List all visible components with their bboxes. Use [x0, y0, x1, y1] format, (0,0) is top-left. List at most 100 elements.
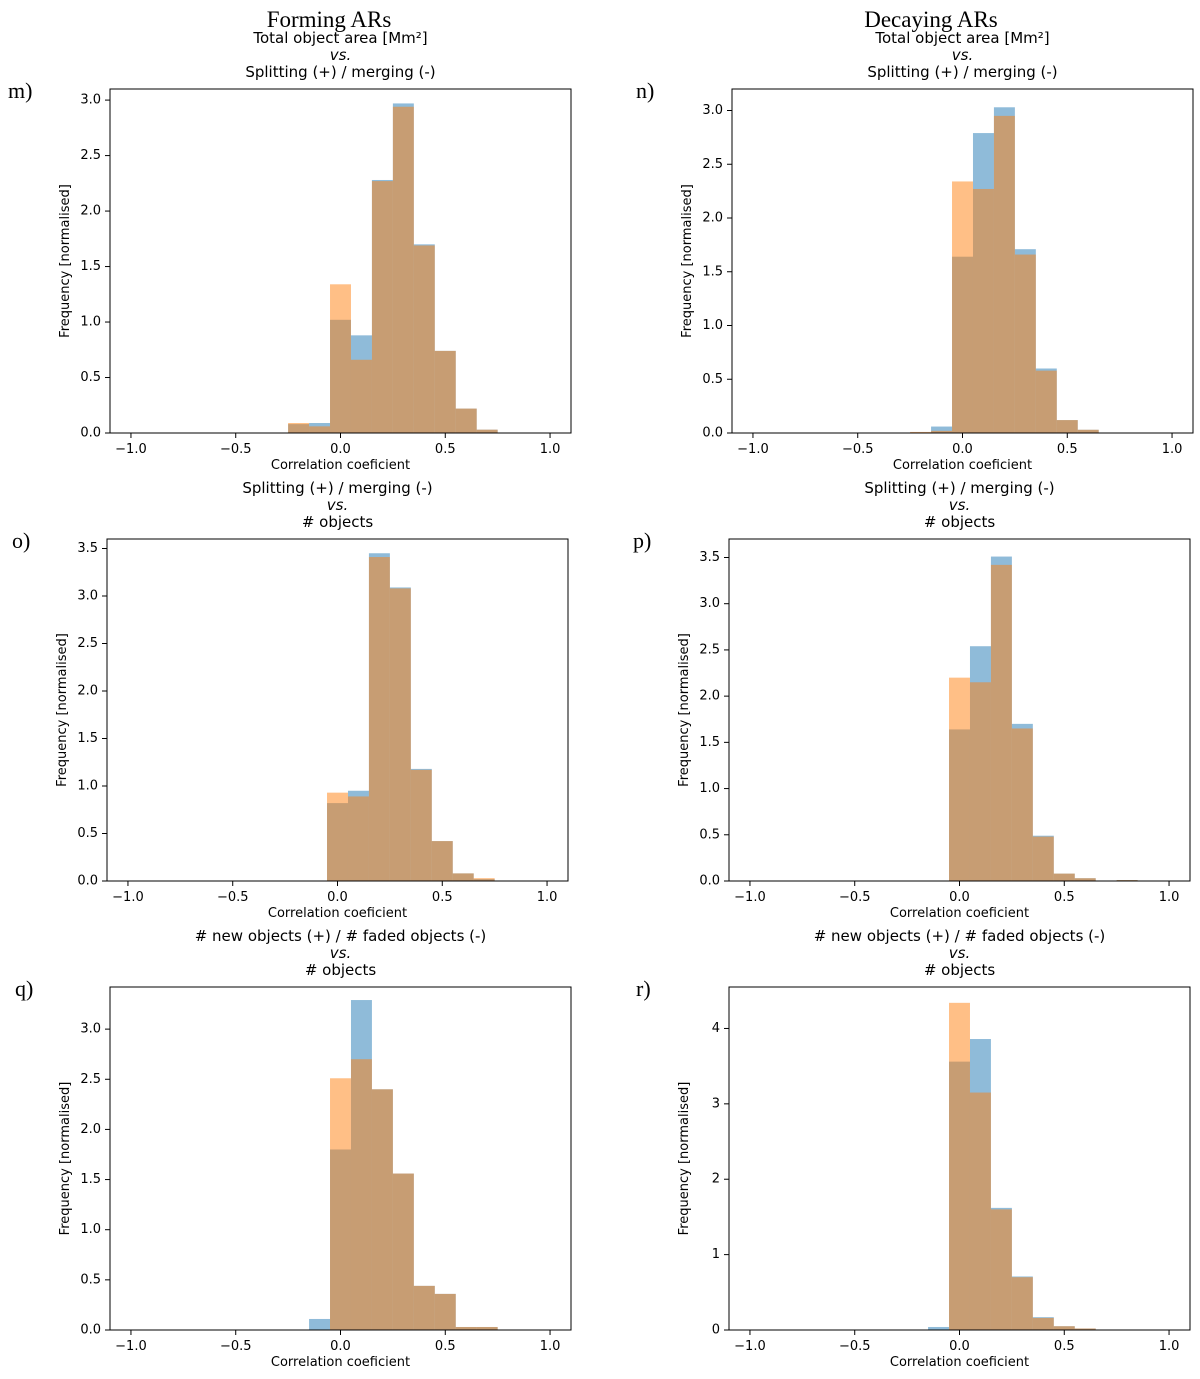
panels-container: m)Total object area [Mm²]vs.Splitting (+… [8, 29, 1194, 1370]
chart-title-line-3: Splitting (+) / merging (-) [245, 63, 435, 81]
chart-title-line-3: # objects [305, 961, 377, 979]
x-tick-label: −1.0 [737, 442, 769, 457]
bar-orange-bin-0 [288, 423, 310, 433]
bar-orange-bin-0 [949, 677, 970, 881]
x-tick-label: −1.0 [115, 442, 147, 457]
bar-orange-bin-5 [392, 106, 414, 433]
y-tick-label: 1.5 [80, 259, 101, 274]
bar-orange-bin-3 [972, 188, 994, 433]
bar-orange-bin-5 [1053, 873, 1075, 881]
y-tick-label: 2 [712, 1172, 720, 1187]
bar-orange-bin-2 [952, 181, 973, 433]
y-tick-label: 2.5 [699, 642, 720, 657]
y-tick-label: 1.0 [702, 318, 723, 333]
chart-title-line-3: # objects [924, 513, 996, 531]
bar-orange-bin-9 [476, 429, 498, 433]
y-tick-label: 3.0 [702, 103, 723, 118]
y-tick-label: 2.5 [702, 157, 723, 172]
y-tick-label: 1.5 [702, 264, 723, 279]
bars-group [327, 553, 495, 881]
y-tick-label: 1.5 [80, 1172, 101, 1187]
panel-label: q) [15, 976, 33, 1001]
bar-orange-bin-5 [413, 1285, 435, 1330]
bar-orange-bin-4 [993, 115, 1015, 434]
x-axis-label: Correlation coeficient [893, 458, 1032, 473]
bar-orange-bin-3 [389, 588, 411, 881]
chart-title-line-2: vs. [327, 496, 348, 514]
x-tick-label: 0.5 [435, 442, 456, 457]
y-tick-label: 0.5 [80, 1272, 101, 1287]
bars-group [309, 1000, 498, 1330]
bar-orange-bin-3 [371, 1089, 393, 1330]
y-tick-label: 3.0 [699, 596, 720, 611]
y-tick-label: 0.5 [80, 370, 101, 385]
bar-orange-bin-4 [371, 181, 393, 433]
bar-orange-bin-4 [410, 769, 432, 881]
x-tick-label: −0.5 [839, 1339, 871, 1354]
x-tick-label: 0.5 [432, 890, 453, 905]
bar-orange-bin-6 [434, 1293, 456, 1330]
bar-orange-bin-2 [368, 557, 390, 881]
chart-title-line-2: vs. [949, 496, 970, 514]
bar-orange-bin-4 [392, 1173, 414, 1330]
column-title-forming: Forming ARs [267, 7, 392, 32]
bar-orange-bin-1 [309, 426, 331, 433]
x-tick-label: 0.0 [330, 442, 351, 457]
x-tick-label: 0.5 [1057, 442, 1078, 457]
y-tick-label: 3 [712, 1096, 720, 1111]
bar-orange-bin-3 [350, 359, 372, 433]
chart-title-line-1: # new objects (+) / # faded objects (-) [195, 927, 487, 945]
x-axis-label: Correlation coeficient [268, 906, 407, 921]
bar-orange-bin-1 [949, 1002, 970, 1330]
bar-orange-bin-4 [1011, 1277, 1033, 1330]
x-tick-label: 0.5 [435, 1339, 456, 1354]
x-tick-label: −0.5 [220, 442, 252, 457]
bars-group [910, 107, 1099, 434]
x-tick-label: 1.0 [540, 442, 561, 457]
chart-title-line-2: vs. [330, 944, 351, 962]
bar-orange-bin-1 [347, 796, 369, 881]
x-tick-label: 0.0 [949, 1339, 970, 1354]
chart-title-line-1: Splitting (+) / merging (-) [242, 479, 432, 497]
bar-orange-bin-4 [1032, 836, 1054, 881]
histogram-panel-o: o) Splitting (+) / merging (-)vs.# object… [12, 479, 569, 921]
bar-orange-bin-2 [990, 564, 1012, 881]
bar-orange-bin-7 [434, 350, 456, 433]
x-tick-label: −0.5 [217, 890, 249, 905]
y-axis-label: Frequency [normalised] [680, 184, 695, 338]
chart-title-line-2: vs. [330, 46, 351, 64]
histogram-panel-n: n) Total object area [Mm²]vs.Splitting (+… [636, 29, 1194, 473]
bar-orange-bin-7 [1074, 1328, 1096, 1330]
y-tick-label: 4 [712, 1021, 720, 1036]
bars-group [949, 556, 1138, 881]
x-tick-label: 0.0 [327, 890, 348, 905]
bar-orange-bin-2 [969, 1092, 991, 1330]
y-tick-label: 3.5 [699, 550, 720, 565]
bars-group [288, 103, 498, 434]
chart-title-line-1: Total object area [Mm²] [252, 29, 427, 47]
y-tick-label: 1.0 [699, 781, 720, 796]
bar-orange-bin-2 [330, 284, 351, 433]
bar-orange-bin-1 [969, 682, 991, 881]
y-tick-label: 2.0 [702, 211, 723, 226]
bar-orange-bin-6 [1035, 370, 1057, 433]
y-tick-label: 1.0 [80, 1222, 101, 1237]
bar-orange-bin-1 [931, 430, 953, 433]
bar-orange-bin-8 [476, 1326, 498, 1330]
y-tick-label: 3.0 [80, 1022, 101, 1037]
bar-blue-bin-0 [309, 1318, 331, 1330]
y-tick-label: 0.0 [702, 426, 723, 441]
bar-orange-bin-2 [350, 1059, 372, 1330]
x-axis-label: Correlation coeficient [890, 906, 1029, 921]
y-tick-label: 0.0 [77, 874, 98, 889]
y-axis-label: Frequency [normalised] [677, 1082, 692, 1236]
panel-label: r) [636, 976, 651, 1001]
y-tick-label: 2.5 [77, 636, 98, 651]
column-title-decaying: Decaying ARs [864, 7, 998, 32]
bar-orange-bin-7 [473, 878, 495, 881]
x-tick-label: 1.0 [1159, 1339, 1180, 1354]
y-tick-label: 1.0 [77, 779, 98, 794]
x-tick-label: −1.0 [115, 1339, 147, 1354]
y-tick-label: 2.0 [77, 684, 98, 699]
y-axis-label: Frequency [normalised] [58, 1082, 73, 1236]
